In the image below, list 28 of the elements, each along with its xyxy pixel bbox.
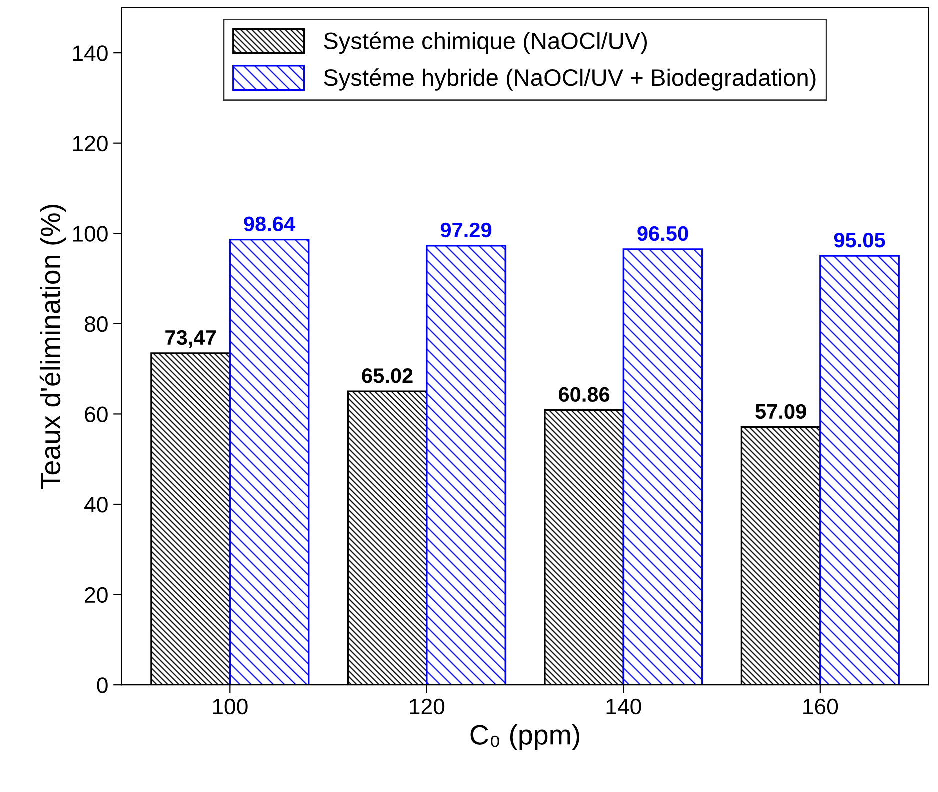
legend-label: Systéme chimique (NaOCl/UV) (324, 32, 648, 54)
legend-label: Systéme hybride (NaOCl/UV + Biodegradation) (324, 68, 816, 91)
x-tick-label: 140 (606, 698, 642, 715)
y-tick-label: 60 (85, 406, 108, 422)
y-tick-label: 80 (84, 316, 108, 332)
y-tick-label: 0 (97, 678, 108, 694)
bar (622, 248, 704, 686)
data-label: 96.50 (638, 226, 688, 242)
x-tick-label: 120 (410, 698, 445, 715)
y-tick-label: 40 (84, 497, 108, 513)
y-tick-label: 140 (73, 46, 108, 62)
data-label: 57.09 (756, 404, 806, 420)
data-label: 60.86 (559, 387, 610, 402)
bar (426, 245, 506, 686)
bar (820, 255, 900, 686)
data-label: 95.05 (834, 232, 886, 248)
data-label: 98.64 (244, 216, 296, 232)
y-tick-label: 20 (85, 587, 108, 604)
x-tick-label: 100 (213, 698, 248, 715)
data-label: 65.02 (362, 368, 413, 384)
x-axis-title: C₀ (ppm) (470, 724, 580, 750)
bar (229, 238, 310, 686)
y-tick-label: 120 (73, 136, 108, 152)
data-label: 97.29 (440, 222, 492, 238)
y-axis-title: Teaux d'élimination (%) (40, 205, 66, 490)
y-tick-label: 100 (73, 226, 108, 242)
x-tick-label: 160 (804, 698, 838, 715)
data-label: 73,47 (166, 330, 216, 348)
